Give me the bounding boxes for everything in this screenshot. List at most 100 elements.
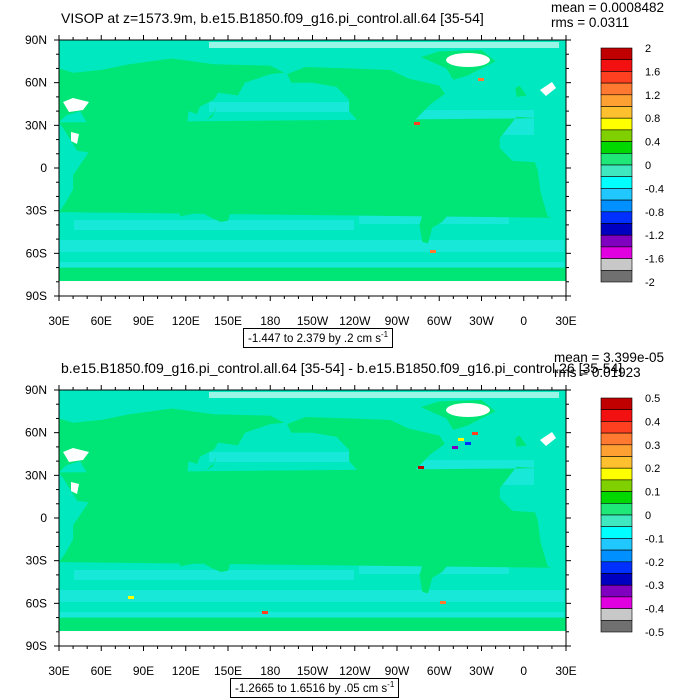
missing-region-north bbox=[209, 42, 559, 48]
lon-label: 60W bbox=[427, 664, 452, 678]
range-text: -1.2665 to 1.6516 by .05 cm s bbox=[235, 682, 388, 695]
anomaly-spot bbox=[478, 78, 484, 81]
colorbar-box bbox=[600, 456, 633, 469]
land-mass bbox=[150, 160, 183, 180]
colorbar-box bbox=[600, 573, 633, 586]
colorbar-box bbox=[600, 432, 633, 446]
lat-label: 60S bbox=[26, 246, 47, 260]
colorbar-box bbox=[600, 129, 633, 142]
colorbar-box bbox=[600, 117, 633, 131]
anomaly-spot bbox=[414, 122, 420, 125]
colorbar-label: 0.4 bbox=[645, 416, 660, 428]
range-unit-exponent: -1 bbox=[380, 330, 389, 339]
colorbar-label: 0.4 bbox=[645, 137, 660, 149]
colorbar-box bbox=[600, 444, 633, 457]
mean-value: mean = 0.0008482 bbox=[551, 0, 664, 15]
colorbar-label: 1.6 bbox=[645, 66, 660, 78]
colorbar-box bbox=[600, 246, 633, 259]
colorbar-box bbox=[600, 258, 633, 271]
colorbar-label: -0.2 bbox=[645, 557, 664, 569]
colorbar-label: -0.5 bbox=[645, 627, 664, 639]
colorbar-label: -0.8 bbox=[645, 207, 664, 219]
colorbar-label: 0.8 bbox=[645, 113, 660, 125]
missing-region-arctic bbox=[446, 403, 490, 417]
colorbar-box bbox=[600, 164, 633, 177]
land-mass bbox=[150, 510, 183, 530]
range-text: -1.447 to 2.379 by .2 cm s bbox=[248, 332, 381, 345]
colorbar-box bbox=[600, 94, 633, 107]
colorbar-box bbox=[600, 47, 633, 60]
lon-label: 30E bbox=[555, 314, 576, 328]
lat-label: 60S bbox=[26, 596, 47, 610]
lon-label: 120E bbox=[172, 664, 200, 678]
missing-region-baltic bbox=[540, 82, 556, 96]
missing-region-south bbox=[59, 281, 566, 296]
field-patch bbox=[59, 590, 564, 602]
colorbar-label: -1.2 bbox=[645, 230, 664, 242]
land-mass bbox=[287, 67, 445, 156]
rms-value: rms = 0.0311 bbox=[551, 15, 630, 30]
colorbar-label: 0.1 bbox=[645, 487, 660, 499]
colorbar-box bbox=[600, 82, 633, 96]
colorbar-box bbox=[600, 514, 633, 527]
colorbar-label: -0.1 bbox=[645, 533, 664, 545]
chart-title: b.e15.B1850.f09_g16.pi_control.all.64 [3… bbox=[61, 360, 623, 376]
land-mass bbox=[177, 533, 233, 572]
colorbar-box bbox=[600, 561, 633, 574]
colorbar-label: 0.2 bbox=[645, 463, 660, 475]
colorbar-box bbox=[600, 199, 633, 213]
land-mass bbox=[409, 500, 475, 594]
colorbar-label: -2 bbox=[645, 277, 655, 289]
colorbar-label: 0 bbox=[645, 510, 651, 522]
lon-label: 180 bbox=[260, 664, 280, 678]
missing-region-north bbox=[209, 392, 559, 398]
colorbar-box bbox=[600, 596, 633, 609]
lat-label: 90N bbox=[25, 383, 47, 397]
lon-label: 150W bbox=[297, 314, 329, 328]
lat-label: 30N bbox=[25, 118, 47, 132]
lat-label: 30S bbox=[26, 554, 47, 568]
lat-label: 30N bbox=[25, 468, 47, 482]
lon-label: 60E bbox=[91, 664, 112, 678]
field-patch bbox=[74, 570, 354, 580]
colorbar-box bbox=[600, 549, 633, 563]
lat-label: 0 bbox=[40, 161, 47, 175]
colorbar-label: 0.5 bbox=[645, 393, 660, 405]
colorbar-label: -0.4 bbox=[645, 183, 664, 195]
colorbar-box bbox=[600, 538, 633, 551]
missing-region-south bbox=[59, 631, 566, 646]
missing-region-red-sea bbox=[71, 132, 79, 144]
lon-label: 0 bbox=[520, 314, 527, 328]
anomaly-spot bbox=[472, 432, 478, 435]
lat-label: 90S bbox=[26, 639, 47, 653]
lon-label: 120W bbox=[339, 314, 371, 328]
colorbar-box bbox=[600, 59, 633, 72]
mean-value: mean = 3.399e-05 bbox=[554, 350, 664, 365]
lon-label: 60W bbox=[427, 314, 452, 328]
lon-label: 150W bbox=[297, 664, 329, 678]
land-mass bbox=[59, 408, 285, 517]
colorbar-box bbox=[600, 397, 633, 410]
lat-label: 60N bbox=[25, 76, 47, 90]
lat-label: 90S bbox=[26, 289, 47, 303]
lon-label: 120W bbox=[339, 664, 371, 678]
lat-label: 30S bbox=[26, 204, 47, 218]
missing-region-caspian bbox=[63, 448, 89, 462]
colorbar-box bbox=[600, 503, 633, 516]
colorbar-box bbox=[600, 106, 633, 119]
range-unit-exponent: -1 bbox=[387, 680, 395, 689]
colorbar-box bbox=[600, 141, 633, 154]
colorbar-label: 2 bbox=[645, 43, 651, 55]
lon-label: 90W bbox=[385, 314, 410, 328]
lon-label: 30W bbox=[469, 664, 494, 678]
lon-label: 30E bbox=[48, 664, 69, 678]
colorbar-box bbox=[600, 479, 633, 492]
anomaly-spot bbox=[452, 446, 458, 449]
lon-label: 30E bbox=[48, 314, 69, 328]
anomaly-spot bbox=[128, 596, 134, 599]
colorbar-box bbox=[600, 467, 633, 481]
land-mass bbox=[201, 170, 228, 181]
field-patch bbox=[74, 220, 354, 230]
colorbar-box bbox=[600, 188, 633, 201]
